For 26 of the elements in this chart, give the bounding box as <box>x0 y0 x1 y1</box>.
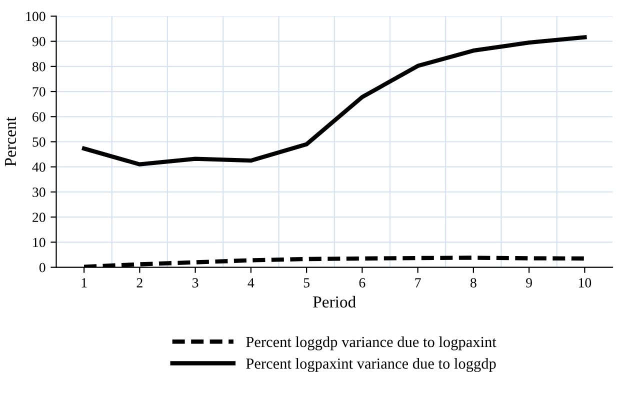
y-tick-label: 10 <box>33 238 46 248</box>
legend-label: Percent logpaxint variance due to loggdp <box>246 358 496 372</box>
y-tick-label: 100 <box>26 12 46 22</box>
x-tick-label: 6 <box>359 278 366 288</box>
x-tick-label: 8 <box>470 278 476 288</box>
line-series <box>82 35 587 166</box>
x-tick-label: 5 <box>304 278 310 288</box>
y-tick-label: 50 <box>32 137 46 147</box>
y-tick-label: 30 <box>32 188 46 197</box>
x-tick-label: 1 <box>82 278 87 288</box>
x-tick-label: 9 <box>526 278 532 288</box>
x-tick-label: 2 <box>136 278 142 288</box>
y-tick-label: 0 <box>39 262 46 272</box>
y-axis-title: Percent <box>4 116 16 166</box>
y-tick-label: 20 <box>32 212 46 222</box>
y-tick-label: 80 <box>32 62 46 72</box>
y-tick-label: 60 <box>32 112 46 122</box>
x-tick-label: 4 <box>248 278 254 288</box>
legend-label: Percent loggdp variance due to logpaxint <box>246 336 496 350</box>
x-axis-title: Period <box>313 296 356 308</box>
x-tick-label: 10 <box>578 278 592 288</box>
y-tick-label: 70 <box>32 87 46 96</box>
y-tick-label: 40 <box>32 162 46 172</box>
y-tick-label: 90 <box>32 36 46 46</box>
x-tick-label: 7 <box>415 278 421 288</box>
x-tick-label: 3 <box>192 278 198 288</box>
